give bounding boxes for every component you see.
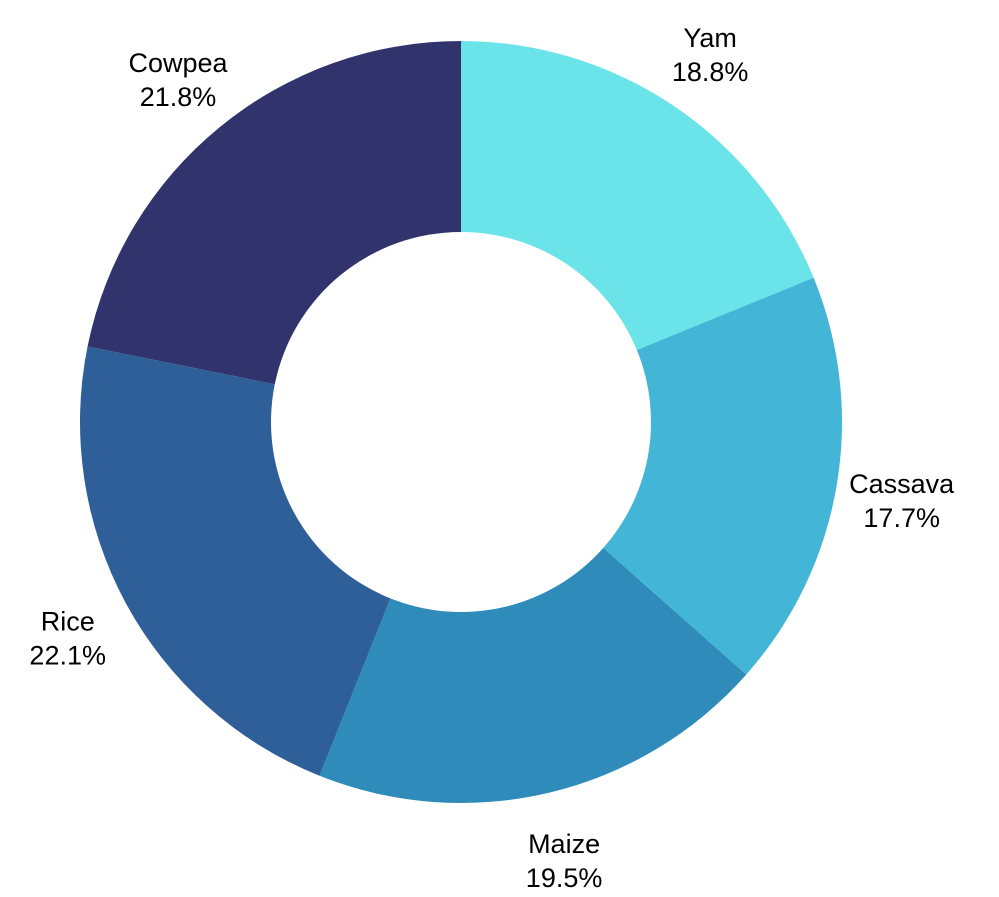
- slice-rice: [80, 346, 391, 776]
- slice-yam: [461, 41, 814, 351]
- slice-cassava: [603, 277, 842, 675]
- slice-cowpea: [87, 41, 461, 385]
- slice-category-label: Maize: [528, 829, 600, 859]
- slice-percent-label: 17.7%: [863, 503, 940, 533]
- slice-label-maize: Maize 19.5%: [526, 829, 603, 893]
- slice-labels: Yam 18.8% Cassava 17.7% Maize 19.5% Rice 22.1% C…: [29, 23, 955, 893]
- slice-label-cassava: Cassava 17.7%: [849, 469, 955, 533]
- slice-label-cowpea: Cowpea 21.8%: [128, 48, 228, 112]
- slice-percent-label: 18.8%: [672, 57, 749, 87]
- slice-percent-label: 19.5%: [526, 863, 603, 893]
- slice-label-rice: Rice 22.1%: [29, 606, 106, 670]
- slice-category-label: Yam: [683, 23, 737, 53]
- slice-category-label: Rice: [41, 606, 95, 636]
- donut-slices: [80, 41, 842, 803]
- slice-category-label: Cassava: [849, 469, 955, 499]
- slice-percent-label: 21.8%: [140, 82, 217, 112]
- slice-percent-label: 22.1%: [29, 640, 106, 670]
- slice-maize: [319, 547, 747, 803]
- slice-category-label: Cowpea: [128, 48, 228, 78]
- slice-label-yam: Yam 18.8%: [672, 23, 749, 87]
